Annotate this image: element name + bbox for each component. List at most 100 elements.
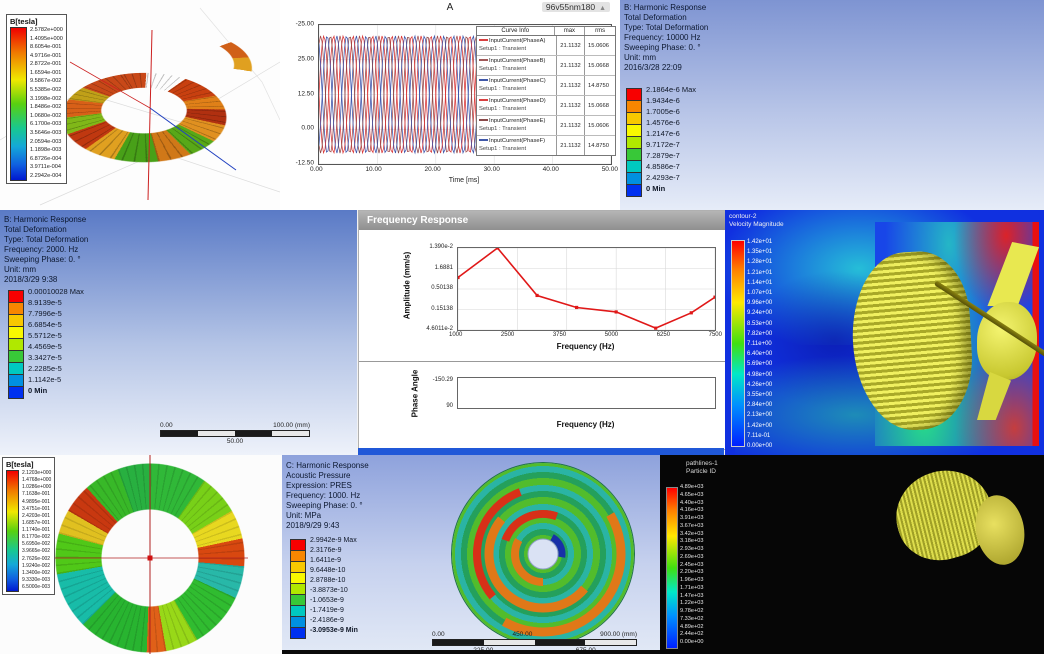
colorbar-value: 6.40e+00 (747, 351, 773, 358)
curve-name: InputCurrent(PhaseA) (489, 38, 546, 44)
window-title: Frequency Response (367, 215, 469, 226)
colorbar-value: 3.9665e-002 (22, 548, 51, 555)
table-row: InputCurrent(PhaseB) Setup1 : Transient 2… (477, 56, 615, 76)
amplitude-plot (457, 247, 716, 331)
colorbar-value: 9.3330e-003 (22, 576, 51, 583)
legend-value: -3.0953e-9 Min (310, 627, 358, 634)
colorbar-value: 2.0594e-003 (30, 138, 62, 145)
legend-labels: 2.1864e-6 Max 1.9434e-6 1.7005e-6 1.4576e-6… (646, 84, 696, 194)
legend-band (291, 595, 305, 606)
scale-bar-segments (160, 430, 310, 437)
curve-name: InputCurrent(PhaseB) (489, 58, 546, 64)
colorbar-value: 1.35e+01 (747, 249, 773, 256)
info-line: Frequency: 1000. Hz (286, 491, 361, 500)
colorbar-value: 3.67e+03 (680, 522, 704, 529)
legend-band (9, 351, 23, 363)
colorbar-value: 3.4751e-001 (22, 505, 51, 512)
colorbar-value: 8.1770e-002 (22, 534, 51, 541)
colorbar-value: 1.0680e-002 (30, 112, 62, 119)
colorbar-value: 3.9711e-004 (30, 164, 62, 171)
legend-value: 2.2285e-5 (28, 364, 62, 373)
legend-band (627, 161, 641, 173)
x-tick: 7500 (708, 332, 722, 338)
legend-swatches (8, 290, 24, 399)
x-tick: 1000 (449, 332, 463, 338)
colorbar-gradient (10, 27, 27, 181)
curve-setup: Setup1 : Transient (479, 146, 527, 152)
colorbar-value: 2.45e+03 (680, 561, 704, 568)
colorbar-value: 3.18e+03 (680, 538, 704, 545)
x-tick: 30.00 (483, 166, 500, 173)
y-axis-ticks: 25.00 12.50 0.00 -12.50 -25.00 (288, 20, 316, 167)
label-line: pathlines-1 (686, 460, 718, 467)
x-tick: 5000 (604, 332, 619, 338)
legend-value: 0 Min (28, 386, 48, 395)
curve-name: InputCurrent(PhaseD) (489, 98, 546, 104)
bottom-strip (282, 650, 660, 654)
panel-maxwell-torus: B[tesla] 2.5782e+000 1.4095e+000 8.6054e-0… (0, 0, 281, 210)
legend-value: 1.4576e-6 (646, 118, 680, 127)
plot-title: A (446, 2, 454, 13)
colorbar-value: 2.8722e-001 (30, 61, 62, 68)
col-curve-info: Curve Info (477, 27, 555, 35)
colorbar-value: 1.0286e+000 (22, 484, 52, 491)
x-axis-label: Time [ms] (448, 177, 480, 184)
table-row: InputCurrent(PhaseF) Setup1 : Transient 2… (477, 136, 615, 155)
panel-frequency-response: Frequency Response Amplitude (mm/s) 1.68… (357, 210, 725, 455)
amplitude-y-ticks: 1.6881 0.50138 0.15138 4.6011e-2 1.390e-2 (421, 244, 455, 332)
colorbar-value: 1.71e+03 (680, 584, 704, 591)
legend-band (291, 628, 305, 638)
legend-value: -1.7419e-9 (310, 607, 344, 614)
curve-setup: Setup1 : Transient (479, 86, 527, 92)
colorbar-value: 5.5385e-002 (30, 87, 62, 94)
colorbar-value: 6.5000e-003 (22, 584, 51, 590)
legend-value: 9.6448e-10 (310, 567, 346, 574)
legend-value: 7.7996e-5 (28, 309, 62, 318)
colorbar-value: 6.8726e-004 (30, 155, 62, 162)
curve-color-dash (479, 119, 488, 122)
curve-setup: Setup1 : Transient (479, 126, 527, 132)
x-tick: 50.00 (601, 166, 618, 173)
y-tick: -25.00 (295, 20, 314, 28)
table-header: Curve Info max rms (477, 27, 615, 36)
label-line: Particle ID (686, 468, 716, 475)
legend-value: -2.4186e-9 (310, 617, 344, 624)
colorbar-value: 0.00e+00 (747, 443, 773, 450)
info-line: Sweeping Phase: 0. ° (286, 501, 363, 510)
colorbar-value: 1.1898e-003 (30, 147, 62, 154)
window-icon[interactable]: ▲ (599, 5, 606, 12)
curve-color-dash (479, 139, 488, 142)
legend-value: 1.9434e-6 (646, 96, 680, 105)
legend-value: 1.1142e-5 (28, 375, 62, 384)
curve-name: InputCurrent(PhaseC) (489, 78, 546, 84)
info-line: Type: Total Deformation (4, 235, 89, 244)
y-tick: 0.00 (301, 124, 314, 132)
legend-value: 2.8788e-10 (310, 577, 346, 584)
colorbar-value: 3.1998e-002 (30, 95, 62, 102)
colorbar-value: 1.47e+03 (680, 592, 704, 599)
info-line: B: Harmonic Response (624, 3, 707, 12)
x-tick: 20.00 (424, 166, 441, 173)
legend-value: 0 Min (646, 184, 666, 193)
legend-value: 3.3427e-5 (28, 353, 62, 362)
label-line: Velocity Magnitude (729, 221, 784, 228)
colorbar-value: 3.91e+03 (680, 515, 704, 521)
colorbar-value: 7.1638e-001 (22, 491, 51, 498)
curve-color-dash (479, 59, 488, 62)
scale-bar-segments (432, 639, 637, 646)
project-label: 96v55nm180 ▲ (541, 2, 610, 12)
colorbar-value: 1.96e+03 (680, 577, 704, 583)
colorbar-value: 1.28e+01 (747, 259, 773, 266)
window-titlebar[interactable]: Frequency Response (359, 211, 725, 230)
legend-value: -1.0653e-9 (310, 597, 344, 604)
legend-band (627, 185, 641, 196)
legend-band (9, 363, 23, 375)
scale-tick: 900.00 (mm) (600, 631, 637, 638)
colorbar-value: 4.89e+03 (680, 484, 704, 490)
x-tick: 40.00 (542, 166, 559, 173)
x-tick: 3750 (552, 332, 567, 338)
colorbar-value: 1.3400e-002 (22, 569, 51, 576)
legend-band (291, 573, 305, 584)
info-line: 2018/3/29 9:38 (4, 275, 58, 284)
